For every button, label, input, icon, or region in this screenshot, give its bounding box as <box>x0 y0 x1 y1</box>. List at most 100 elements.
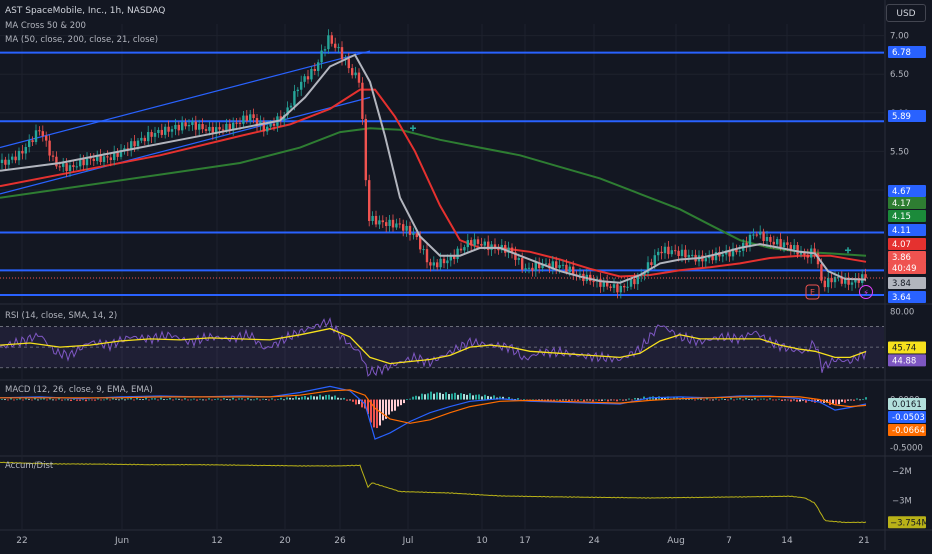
candle-body <box>204 129 208 131</box>
candle-body <box>531 267 534 271</box>
macd-histogram-bar <box>697 398 699 400</box>
macd-histogram-bar <box>856 398 858 400</box>
candle-body <box>160 129 163 135</box>
macd-histogram-bar <box>853 399 855 401</box>
candle-body <box>289 105 293 108</box>
candle-body <box>776 239 779 245</box>
macd-histogram-bar <box>349 399 351 401</box>
rsi-axis-label-box <box>888 341 926 354</box>
price-axis-label: 4.11 <box>892 226 911 236</box>
candle-body <box>691 254 694 256</box>
candle-body <box>565 264 568 273</box>
candle-body <box>660 251 663 254</box>
macd-histogram-bar <box>598 399 600 401</box>
candle-body <box>245 115 248 121</box>
price-axis-label: 6.78 <box>892 48 911 58</box>
candle-body <box>381 220 384 223</box>
candle-body <box>813 248 816 254</box>
candle-body <box>609 286 612 288</box>
macd-histogram-bar <box>7 399 9 401</box>
currency-button[interactable]: USD <box>886 4 926 22</box>
rsi-ma-line <box>0 327 867 365</box>
rsi-tick-label: 80.00 <box>890 307 914 317</box>
macd-histogram-bar <box>805 399 807 403</box>
macd-histogram-bar <box>133 399 135 401</box>
macd-histogram-bar <box>166 399 168 400</box>
candle-body <box>109 157 112 161</box>
indicator-legend-ma-cross[interactable]: MA Cross 50 & 200 <box>5 21 86 31</box>
candle-body <box>786 242 789 245</box>
macd-histogram-bar <box>619 399 621 401</box>
candle-body <box>174 124 177 130</box>
macd-histogram-bar <box>244 399 246 401</box>
candle-body <box>395 223 398 228</box>
candle-body <box>391 219 395 228</box>
price-axis-label-box <box>888 224 926 236</box>
macd-histogram-bar <box>355 399 357 405</box>
macd-histogram-bar <box>58 398 60 400</box>
candle-body <box>653 255 656 265</box>
macd-histogram-bar <box>61 399 63 401</box>
macd-histogram-bar <box>826 399 828 403</box>
macd-histogram-bar <box>859 399 861 401</box>
candle-body <box>11 156 14 160</box>
candle-body <box>541 263 544 269</box>
macd-histogram-bar <box>88 399 90 401</box>
macd-histogram-bar <box>460 393 462 400</box>
candle-body <box>752 234 755 236</box>
macd-histogram-bar <box>148 399 150 401</box>
candle-body <box>806 254 809 258</box>
candle-body <box>765 237 769 242</box>
accum-dist-legend[interactable]: Accum/Dist <box>5 461 54 471</box>
macd-histogram-bar <box>664 397 666 400</box>
x-tick-label: 20 <box>279 536 291 546</box>
candle-body <box>252 114 255 119</box>
macd-histogram-bar <box>382 399 384 421</box>
macd-histogram-bar <box>673 397 675 400</box>
candle-body <box>779 239 782 248</box>
macd-histogram-bar <box>289 397 291 400</box>
macd-histogram-bar <box>316 396 318 400</box>
candle-body <box>368 180 371 221</box>
macd-histogram-bar <box>403 399 405 404</box>
candle-body <box>31 140 34 143</box>
macd-histogram-bar <box>442 393 444 400</box>
macd-histogram-bar <box>550 399 552 401</box>
macd-histogram-bar <box>28 398 30 400</box>
macd-histogram-bar <box>607 399 609 402</box>
candle-body <box>17 150 21 161</box>
candle-body <box>402 224 405 231</box>
macd-histogram-bar <box>616 399 618 402</box>
macd-histogram-bar <box>265 399 267 401</box>
indicator-legend-ma[interactable]: MA (50, close, 200, close, 21, close) <box>5 35 159 45</box>
candle-body <box>96 154 99 161</box>
macd-histogram-bar <box>727 399 729 401</box>
candle-body <box>55 156 58 167</box>
candle-body <box>568 266 571 273</box>
candle-body <box>313 68 316 71</box>
macd-histogram-bar <box>82 399 84 401</box>
price-axis-label-box <box>888 291 926 303</box>
macd-histogram-bar <box>136 397 138 400</box>
candle-body <box>330 35 333 44</box>
macd-legend[interactable]: MACD (12, 26, close, 9, EMA, EMA) <box>5 385 153 395</box>
macd-histogram-bar <box>232 397 234 400</box>
macd-histogram-bar <box>205 399 207 401</box>
candle-body <box>194 121 197 130</box>
macd-histogram-bar <box>418 396 420 400</box>
candle-body <box>323 49 327 51</box>
x-tick-label: 14 <box>781 536 793 546</box>
macd-histogram-bar <box>31 399 33 401</box>
macd-histogram-bar <box>271 398 273 400</box>
macd-histogram-bar <box>802 399 804 401</box>
macd-histogram-bar <box>553 399 555 402</box>
candle-body <box>58 166 61 168</box>
rsi-legend[interactable]: RSI (14, close, SMA, 14, 2) <box>5 311 118 321</box>
candle-body <box>592 281 595 283</box>
macd-histogram-bar <box>331 396 333 400</box>
macd-histogram-bar <box>628 398 630 400</box>
macd-histogram-bar <box>718 399 720 401</box>
macd-histogram-bar <box>793 399 795 401</box>
candle-body <box>524 268 527 270</box>
